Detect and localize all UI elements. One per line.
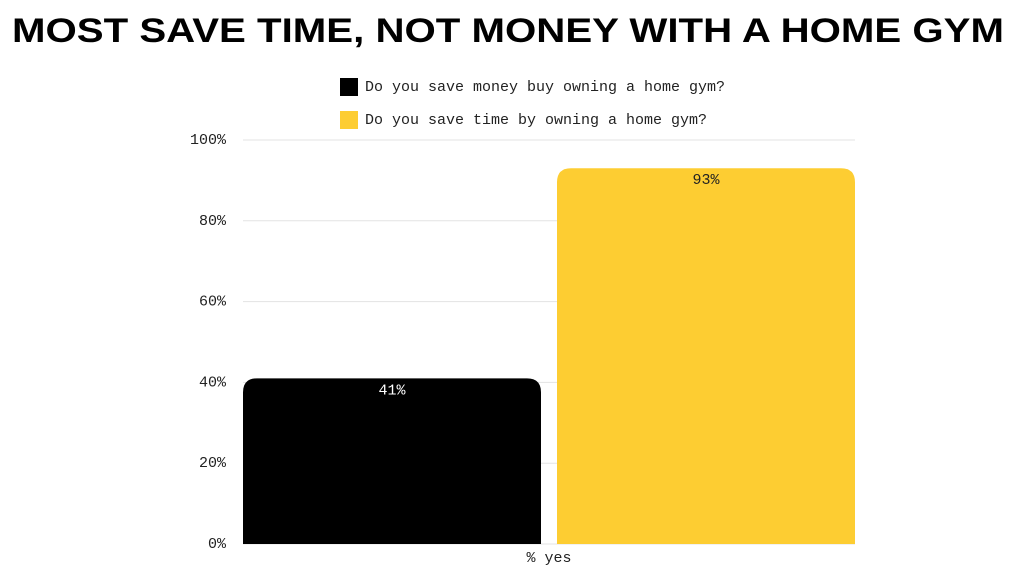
x-tick-label: % yes (526, 550, 571, 567)
chart-title: MOST SAVE TIME, NOT MONEY WITH A HOME GY… (12, 12, 1004, 50)
y-tick-label: 20% (199, 455, 227, 472)
y-tick-label: 100% (190, 132, 227, 149)
y-tick-label: 0% (208, 536, 227, 553)
legend-label: Do you save time by owning a home gym? (365, 112, 707, 129)
value-label: 93% (692, 172, 720, 189)
legend-swatch (340, 111, 358, 129)
legend-label: Do you save money buy owning a home gym? (365, 79, 725, 96)
bar (243, 378, 541, 544)
legend-swatch (340, 78, 358, 96)
y-tick-label: 40% (199, 374, 227, 391)
y-tick-label: 80% (199, 213, 227, 230)
value-label: 41% (378, 382, 406, 399)
y-tick-label: 60% (199, 294, 227, 311)
bar (557, 168, 855, 544)
